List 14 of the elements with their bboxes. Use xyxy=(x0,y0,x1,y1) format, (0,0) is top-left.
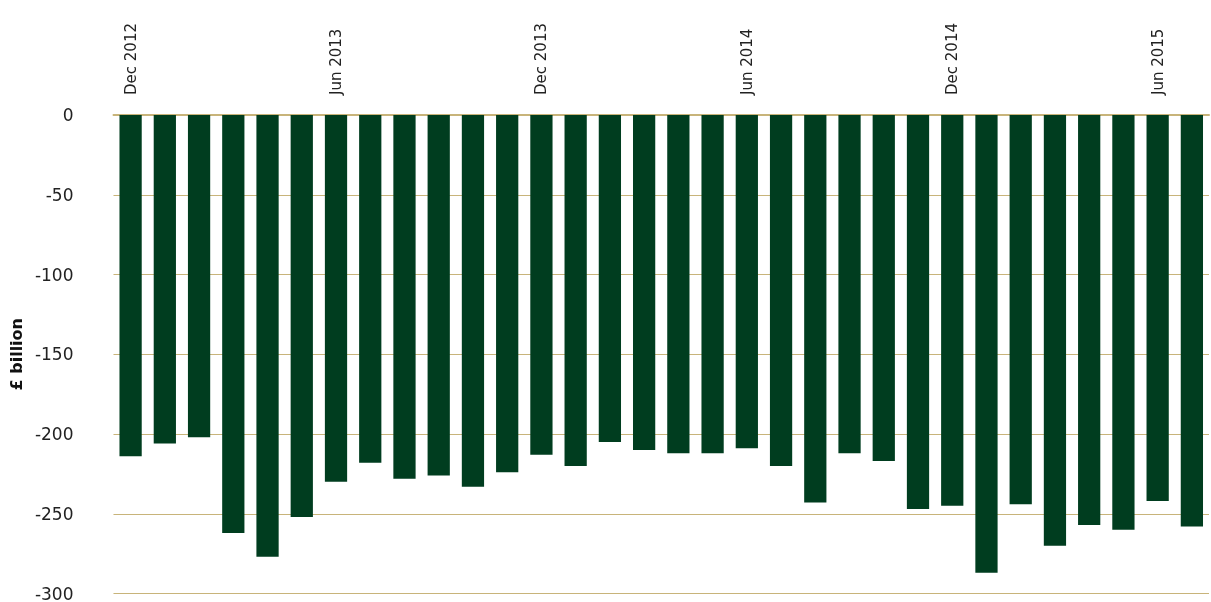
x-tick-label: Jun 2015 xyxy=(1148,28,1167,96)
y-tick-label: -150 xyxy=(34,344,74,365)
x-tick-label: Dec 2012 xyxy=(121,23,140,95)
x-tick-label: Dec 2013 xyxy=(532,23,551,95)
x-tick-label: Jun 2014 xyxy=(737,28,756,96)
x-tick-label: Dec 2014 xyxy=(943,23,962,95)
y-tick-label: 0 xyxy=(62,105,74,125)
y-tick-label: -300 xyxy=(34,583,74,602)
y-axis-title: £ billion xyxy=(6,318,26,391)
x-tick-label: Jun 2013 xyxy=(327,28,346,96)
y-tick-label: -50 xyxy=(45,184,74,205)
y-tick-label: -250 xyxy=(34,503,74,524)
y-tick-label: -100 xyxy=(34,264,74,285)
y-tick-label: -200 xyxy=(34,424,74,444)
